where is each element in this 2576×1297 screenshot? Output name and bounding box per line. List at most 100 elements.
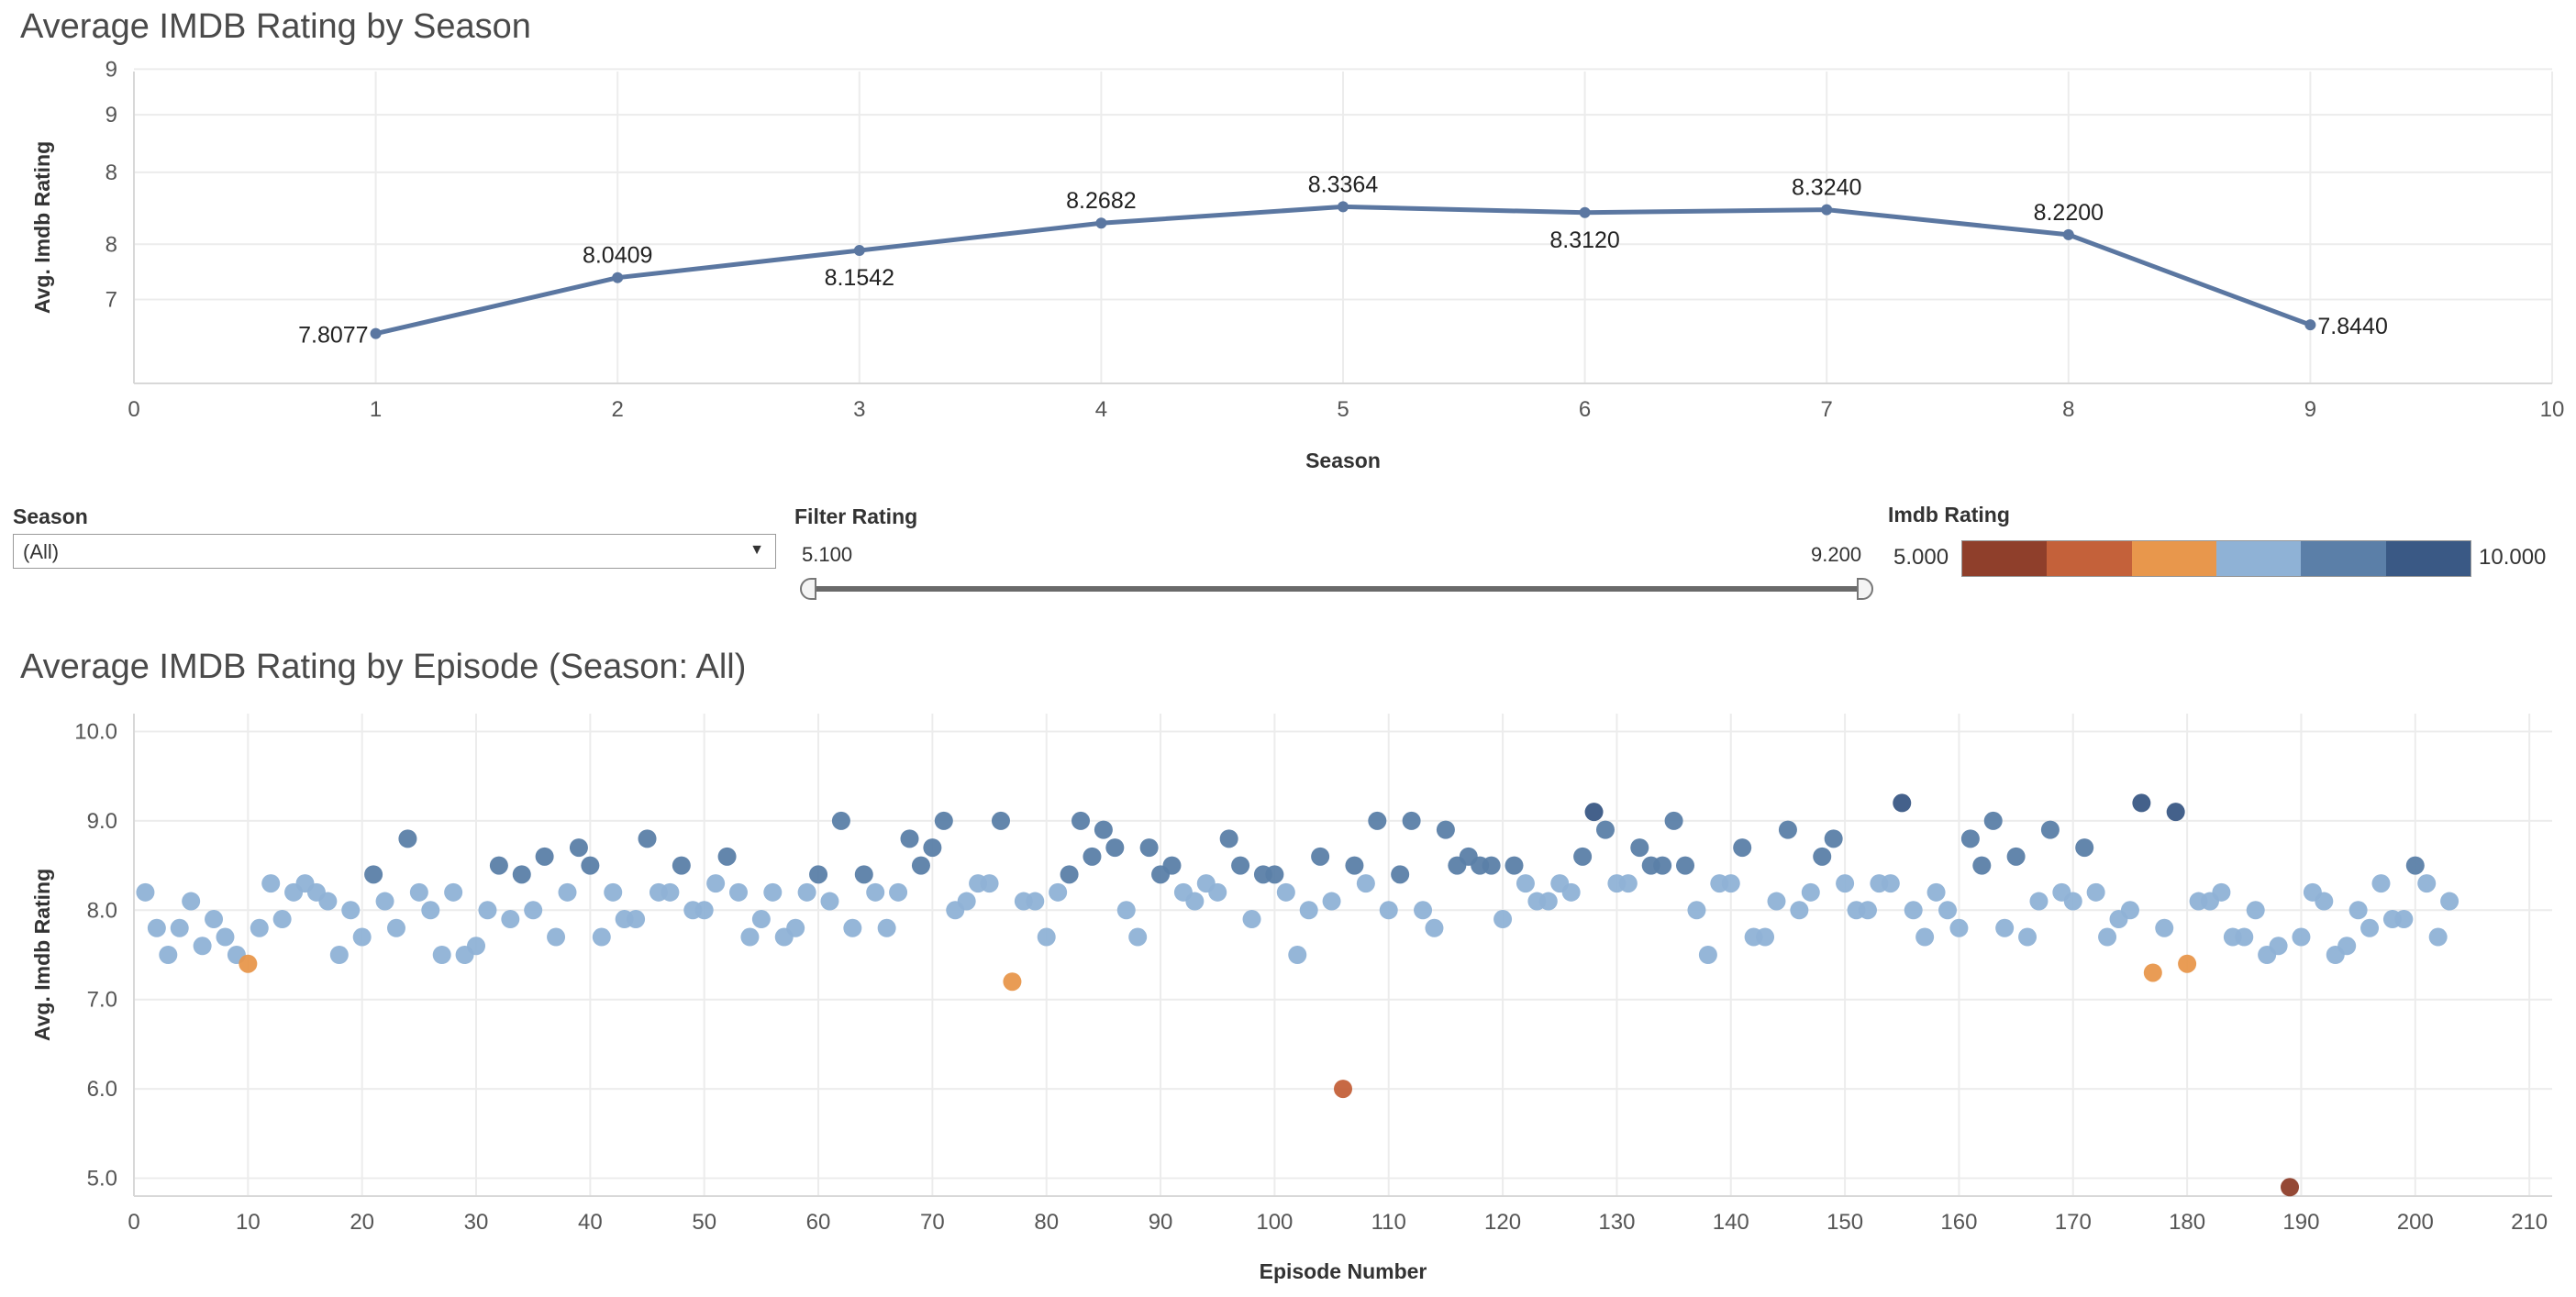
episode-point (1094, 820, 1113, 839)
episode-point (923, 838, 942, 858)
episode-point (1858, 901, 1877, 920)
episode-point (478, 901, 497, 920)
episode-point (1493, 910, 1513, 929)
episode-point (2018, 927, 2037, 947)
episode-scatter-chart: 0 10 20 30 40 50 60 70 80 90 100 110 120 130 140 150 160… (30, 714, 2552, 1283)
episode-point (1960, 829, 1980, 848)
episode-point (991, 811, 1010, 830)
episode-point (1664, 811, 1683, 830)
episode-point (182, 892, 201, 911)
episode-point (1436, 820, 1455, 839)
episode-point (1379, 901, 1398, 920)
episode-point (467, 937, 486, 956)
season-point (612, 272, 624, 283)
episode-point (1790, 901, 1809, 920)
legend-swatch (2215, 541, 2302, 576)
episode-point (2098, 927, 2117, 947)
episode-point (1356, 874, 1375, 893)
episode-point (261, 874, 281, 893)
episode-point (661, 882, 680, 902)
x-tick-label: 70 (920, 1210, 945, 1235)
episode-point (2132, 793, 2151, 813)
episode-point (1049, 882, 1068, 902)
legend-swatch (2131, 541, 2216, 576)
x-tick-label: 210 (2511, 1210, 2548, 1235)
episode-point (569, 838, 588, 858)
episode-point (1561, 882, 1581, 902)
episode-point (1003, 972, 1022, 992)
episode-point (2337, 937, 2357, 956)
filter-rating-max: 9.200 (1811, 543, 1862, 566)
y-tick-label: 5.0 (87, 1167, 117, 1192)
episode-point (1778, 820, 1797, 839)
x-tick-label: 0 (128, 1210, 139, 1235)
color-legend-bar (1961, 540, 2471, 577)
x-tick-label: 150 (1827, 1210, 1863, 1235)
episode-point (980, 874, 999, 893)
episode-point (1505, 856, 1524, 875)
episode-point (2246, 901, 2265, 920)
episode-point (2178, 954, 2197, 973)
episode-point (524, 901, 543, 920)
episode-point (375, 892, 394, 911)
episode-point (786, 918, 805, 937)
episode-point (729, 882, 748, 902)
episode-point (2063, 892, 2082, 911)
episode-point (2417, 874, 2437, 893)
episode-point (1288, 946, 1307, 964)
episode-point (1756, 927, 1775, 947)
episode-point (2029, 892, 2049, 911)
episode-point (1425, 918, 1444, 937)
legend-title: Imdb Rating (1888, 503, 2010, 527)
season-dropdown[interactable]: (All) ▼ (13, 534, 776, 569)
episode-point (1926, 882, 1946, 902)
season-data-label: 7.8440 (2317, 314, 2387, 339)
episode-point (820, 892, 839, 911)
season-point (2304, 319, 2316, 331)
x-tick-label: 10 (236, 1210, 261, 1235)
x-tick-label: 50 (692, 1210, 716, 1235)
episode-point (250, 918, 269, 937)
episode-point (1116, 901, 1136, 920)
y-axis-title: Avg. Imdb Rating (30, 869, 54, 1041)
episode-point (1767, 892, 1786, 911)
episode-point (1162, 856, 1182, 875)
episode-point (2120, 901, 2139, 920)
episode-point (2292, 927, 2311, 947)
filter-rating-track[interactable] (807, 586, 1866, 592)
legend-swatch (2047, 541, 2132, 576)
chevron-down-icon[interactable]: ▼ (749, 542, 764, 558)
episode-point (831, 811, 850, 830)
legend-min-value: 5.000 (1893, 545, 1949, 570)
episode-point (763, 882, 783, 902)
episode-point (889, 882, 908, 902)
episode-point (329, 946, 349, 964)
x-tick-label: 160 (1940, 1210, 1977, 1235)
filter-rating-min-handle[interactable] (800, 578, 816, 600)
episode-point (1345, 856, 1364, 875)
filter-rating-max-handle[interactable] (1857, 578, 1873, 600)
season-data-label: 8.3240 (1792, 175, 1861, 201)
x-tick-label: 120 (1484, 1210, 1521, 1235)
legend-swatch (2301, 541, 2386, 576)
season-data-label: 8.1542 (825, 265, 894, 291)
season-data-label: 8.2200 (2034, 200, 2104, 226)
episode-point (1276, 882, 1295, 902)
x-tick-label: 1 (370, 397, 382, 422)
x-tick-label: 9 (2304, 397, 2316, 422)
episode-point (1824, 829, 1843, 848)
x-tick-label: 200 (2397, 1210, 2434, 1235)
x-tick-label: 90 (1149, 1210, 1173, 1235)
episode-point (1573, 847, 1593, 866)
episode-point (444, 882, 463, 902)
episode-point (877, 918, 896, 937)
episode-point (2405, 856, 2425, 875)
episode-point (2315, 892, 2334, 911)
episode-point (717, 847, 737, 866)
episode-point (2086, 882, 2105, 902)
episode-point (2428, 927, 2448, 947)
episode-point (2075, 838, 2094, 858)
episode-point (1414, 901, 1433, 920)
season-point (853, 245, 865, 257)
episode-point (2212, 882, 2231, 902)
